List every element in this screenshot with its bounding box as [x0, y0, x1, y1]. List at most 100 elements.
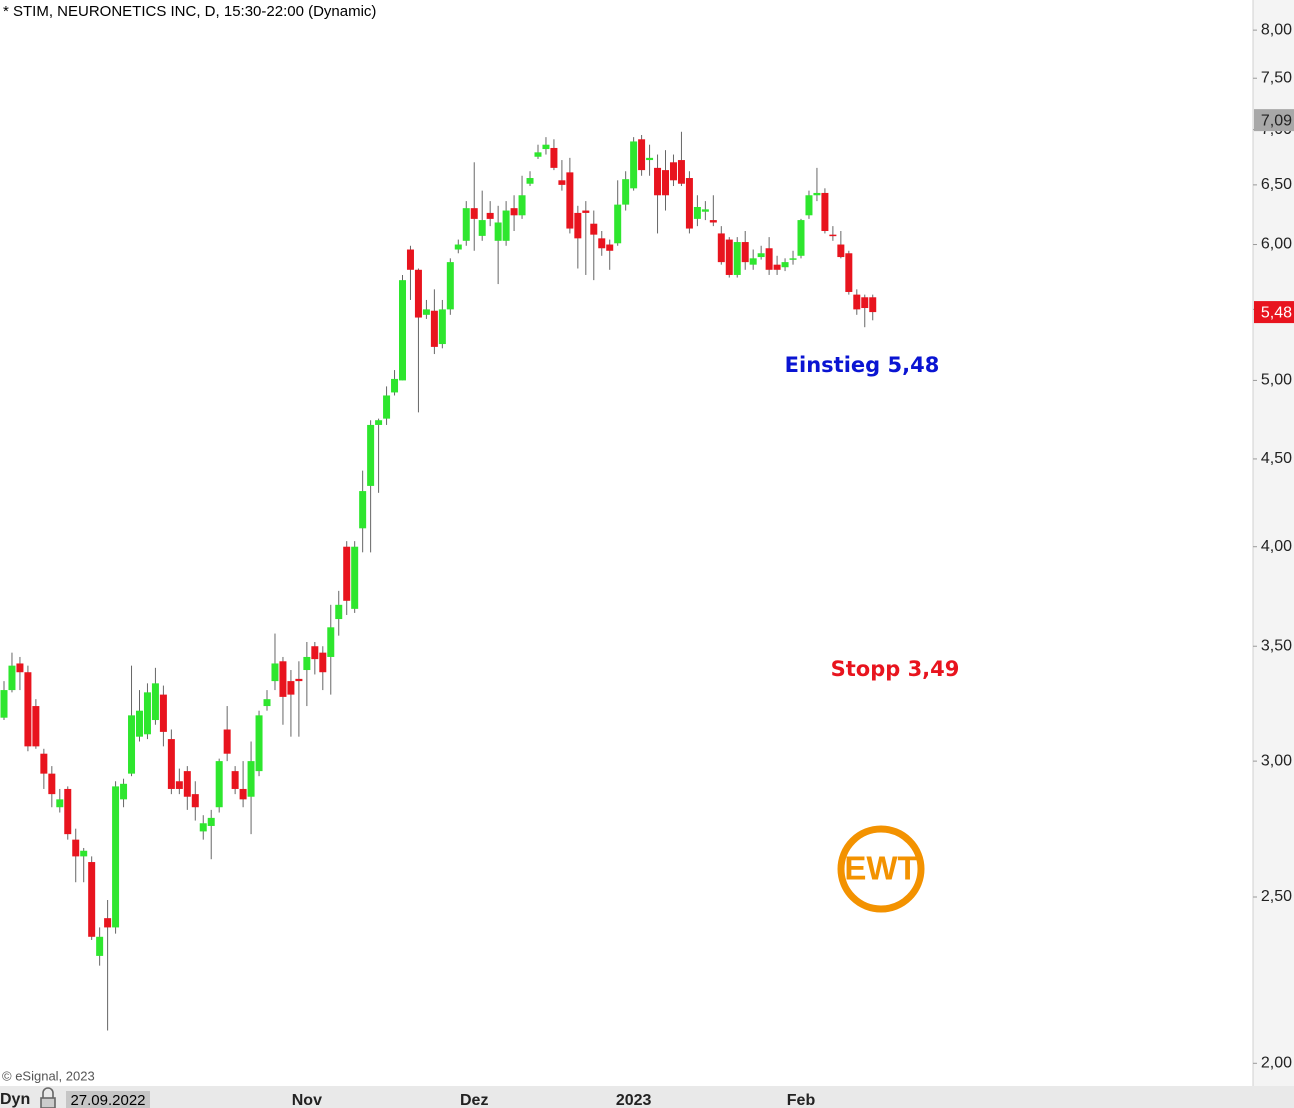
candle-body — [414, 269, 422, 318]
logo-text: EWT — [844, 850, 917, 887]
candle-body — [303, 656, 311, 671]
candle-body — [183, 771, 191, 797]
candle-body — [159, 694, 167, 732]
candle-body — [438, 309, 446, 345]
y-tick-label: 6,50 — [1261, 176, 1292, 193]
candle-body — [48, 773, 56, 795]
y-tick-label: 4,50 — [1261, 450, 1292, 467]
candle-body — [829, 234, 837, 237]
candle-body — [773, 264, 781, 270]
candle-body — [606, 244, 614, 251]
candle-body — [654, 167, 662, 196]
candle-body — [709, 220, 717, 223]
candle-body — [271, 663, 279, 682]
candle-body — [869, 297, 877, 313]
candle-body — [574, 212, 582, 239]
chart-title: * STIM, NEURONETICS INC, D, 15:30-22:00 … — [3, 3, 376, 20]
lock-icon — [40, 1087, 56, 1108]
candle-body — [383, 395, 391, 419]
candle-body — [614, 204, 622, 244]
candle-body — [191, 794, 199, 808]
candle-body — [231, 771, 239, 789]
candle-body — [861, 297, 869, 309]
cursor-date: 27.09.2022 — [70, 1092, 145, 1108]
candle-body — [399, 280, 406, 381]
candle-body — [741, 242, 749, 263]
candle-body — [646, 157, 654, 161]
candle-body — [311, 646, 319, 660]
candle-body — [351, 546, 359, 609]
candle-body — [669, 162, 677, 181]
y-tick-label: 5,00 — [1261, 372, 1292, 389]
candle-body — [0, 690, 8, 718]
candle-body — [422, 309, 430, 315]
candle-body — [534, 152, 542, 157]
y-tick-label: 3,00 — [1261, 752, 1292, 769]
candle-body — [56, 799, 64, 808]
candle-body — [375, 420, 383, 425]
candle-body — [717, 233, 725, 263]
candle-body — [598, 238, 606, 249]
candle-body — [8, 665, 16, 691]
candle-body — [88, 862, 96, 937]
candle-body — [630, 141, 638, 189]
candle-body — [112, 786, 120, 928]
candle-body — [40, 753, 48, 774]
candle-body — [32, 706, 40, 747]
candle-body — [662, 170, 670, 196]
candle-body — [175, 781, 183, 789]
x-tick-label: Nov — [292, 1092, 322, 1108]
candle-body — [677, 160, 685, 184]
price-marker — [1254, 301, 1294, 324]
candle-body — [128, 715, 136, 774]
candle-body — [797, 220, 805, 256]
candle-body — [343, 546, 351, 601]
candle-body — [821, 192, 829, 231]
candle-body — [478, 220, 486, 236]
candle-body — [120, 783, 128, 800]
candle-body — [143, 692, 151, 735]
y-tick-label: 6,00 — [1261, 236, 1292, 253]
candle-body — [757, 253, 765, 258]
candle-body — [454, 244, 462, 250]
candle-body — [558, 180, 566, 185]
candle-body — [255, 715, 263, 772]
candle-body — [64, 788, 72, 835]
candle-body — [215, 761, 223, 808]
candle-body — [701, 209, 709, 212]
y-tick-label: 2,00 — [1261, 1055, 1292, 1072]
candle-body — [566, 172, 574, 229]
candle-body — [287, 681, 295, 695]
candle-body — [24, 672, 32, 747]
candle-body — [845, 253, 853, 292]
candle-body — [104, 918, 112, 928]
x-axis-panel — [0, 1086, 1294, 1108]
candle-body — [685, 178, 693, 229]
y-tick-label: 7,50 — [1261, 69, 1292, 86]
candle-body — [638, 139, 646, 171]
candle-body — [526, 178, 534, 184]
candle-body — [80, 850, 88, 857]
candle-body — [813, 192, 821, 196]
candle-body — [367, 424, 375, 486]
candle-body — [470, 208, 478, 219]
logo-ring — [837, 825, 925, 913]
candle-body — [319, 652, 327, 673]
candle-body — [494, 222, 502, 241]
candle-body — [199, 823, 207, 832]
date-box — [66, 1091, 150, 1108]
mode-label[interactable]: Dyn — [0, 1091, 30, 1108]
candle-body — [518, 195, 526, 216]
source: © eSignal, 2023 — [2, 1068, 95, 1083]
y-axis-panel — [1253, 0, 1294, 1086]
candle-body — [486, 212, 494, 219]
price-marker-label: 5,48 — [1261, 304, 1292, 321]
candle-body — [622, 179, 630, 205]
candle-body — [853, 294, 861, 310]
candle-body — [781, 262, 789, 268]
candle-body — [693, 206, 701, 219]
candle-body — [295, 678, 303, 682]
x-tick-label: Feb — [787, 1092, 816, 1108]
